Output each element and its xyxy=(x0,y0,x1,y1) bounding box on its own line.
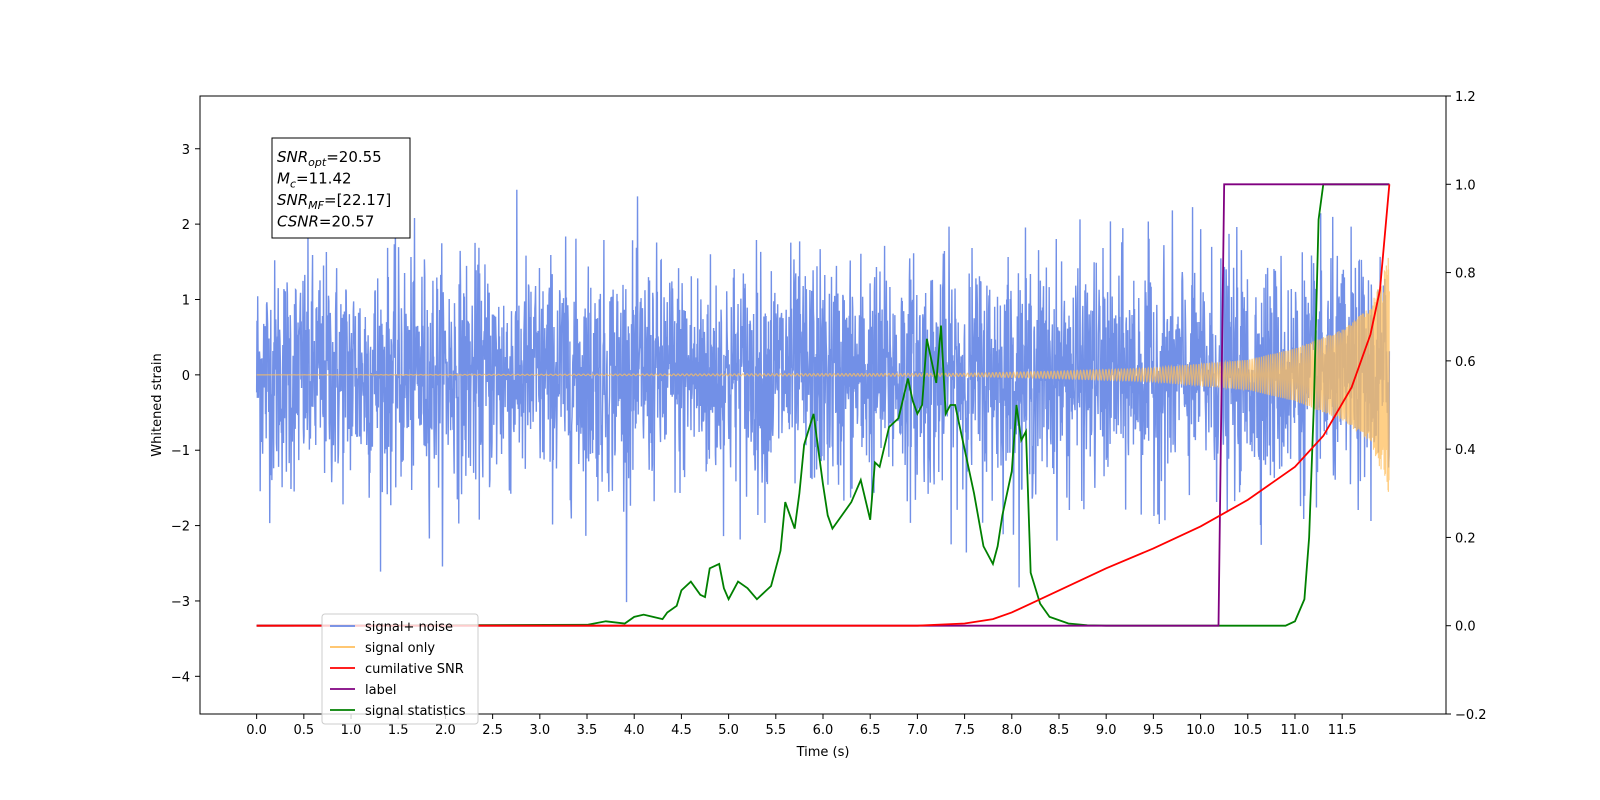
x-tick-label: 6.5 xyxy=(860,723,881,738)
y-left-tick-label: 1 xyxy=(182,293,190,308)
legend-entry: label xyxy=(330,683,396,698)
x-tick-label: 1.5 xyxy=(388,723,409,738)
legend-label: signal only xyxy=(365,641,435,656)
y-right-tick-label: 0.4 xyxy=(1455,443,1476,458)
x-tick-label: 11.5 xyxy=(1328,723,1357,738)
y-right-tick-label: 0.0 xyxy=(1455,620,1476,635)
x-tick-label: 0.5 xyxy=(293,723,314,738)
x-tick-label: 4.0 xyxy=(624,723,645,738)
y-right-tick-label: 1.2 xyxy=(1455,90,1476,105)
stats-line: SNRMF=[22.17] xyxy=(277,191,391,212)
legend-frame xyxy=(321,613,479,725)
series-cumulative-snr xyxy=(256,184,1391,627)
y-right-tick-label: 0.2 xyxy=(1455,531,1476,546)
stats-box-frame xyxy=(271,137,411,239)
y-right-tick-label: 0.6 xyxy=(1455,355,1476,370)
legend-label: signal statistics xyxy=(365,704,466,719)
y-left-tick-label: −4 xyxy=(171,670,190,685)
x-tick-label: 8.0 xyxy=(1001,723,1022,738)
y-left-tick-label: −3 xyxy=(171,595,190,610)
y-axis-label: Whitened strain xyxy=(150,353,165,456)
x-tick-label: 3.0 xyxy=(529,723,550,738)
legend: signal+ noise signal only cumilative SNR la… xyxy=(321,613,479,725)
legend-entry: signal only xyxy=(330,641,435,656)
x-tick-label: 2.5 xyxy=(482,723,503,738)
x-axis: 0.0 0.5 1.0 1.5 2.0 2.5 3.0 3.5 4.0 4.5 5.0 5.5 6.0 6… xyxy=(246,714,1357,738)
stats-box: SNRopt=20.55Mc=11.42SNRMF=[22.17]CSNR=20… xyxy=(271,137,411,239)
x-tick-label: 5.5 xyxy=(765,723,786,738)
legend-entry: signal+ noise xyxy=(330,620,453,635)
series-layer xyxy=(255,183,1391,627)
y-right-tick-label: 1.0 xyxy=(1455,178,1476,193)
x-tick-label: 10.0 xyxy=(1186,723,1215,738)
y-right-tick-label: 0.8 xyxy=(1455,267,1476,282)
x-tick-label: 10.5 xyxy=(1233,723,1262,738)
y-left-tick-label: 3 xyxy=(182,143,190,158)
x-tick-label: 7.0 xyxy=(907,723,928,738)
x-tick-label: 9.0 xyxy=(1096,723,1117,738)
legend-entry: cumilative SNR xyxy=(330,662,464,677)
y-left-tick-label: −1 xyxy=(171,444,190,459)
x-tick-label: 4.5 xyxy=(671,723,692,738)
x-axis-label: Time (s) xyxy=(796,745,850,760)
series-signal-noise xyxy=(255,189,1391,603)
legend-label: label xyxy=(365,683,396,698)
y-left-tick-label: 0 xyxy=(182,369,190,384)
x-tick-label: 2.0 xyxy=(435,723,456,738)
x-tick-label: 3.5 xyxy=(577,723,598,738)
stats-line: CSNR=20.57 xyxy=(277,213,374,231)
x-tick-label: 1.0 xyxy=(341,723,362,738)
x-tick-label: 9.5 xyxy=(1143,723,1164,738)
y-left-tick-label: −2 xyxy=(171,520,190,535)
x-tick-label: 5.0 xyxy=(718,723,739,738)
legend-label: cumilative SNR xyxy=(365,662,464,677)
x-tick-label: 7.5 xyxy=(954,723,975,738)
y-axis-left: 3 2 1 0 −1 −2 −3 −4 xyxy=(171,143,200,685)
y-left-tick-label: 2 xyxy=(182,218,190,233)
legend-entry: signal statistics xyxy=(330,704,466,719)
x-tick-label: 11.0 xyxy=(1280,723,1309,738)
stats-line: Mc=11.42 xyxy=(277,170,352,191)
x-tick-label: 0.0 xyxy=(246,723,267,738)
y-right-tick-label: −0.2 xyxy=(1455,708,1487,723)
y-axis-right: 1.2 1.0 0.8 0.6 0.4 0.2 0.0 −0.2 xyxy=(1446,90,1487,723)
legend-label: signal+ noise xyxy=(365,620,453,635)
x-tick-label: 8.5 xyxy=(1049,723,1070,738)
x-tick-label: 6.0 xyxy=(813,723,834,738)
series-signal-statistics xyxy=(256,183,1390,627)
stats-line: SNRopt=20.55 xyxy=(277,148,382,169)
series-signal-only xyxy=(256,257,1390,492)
